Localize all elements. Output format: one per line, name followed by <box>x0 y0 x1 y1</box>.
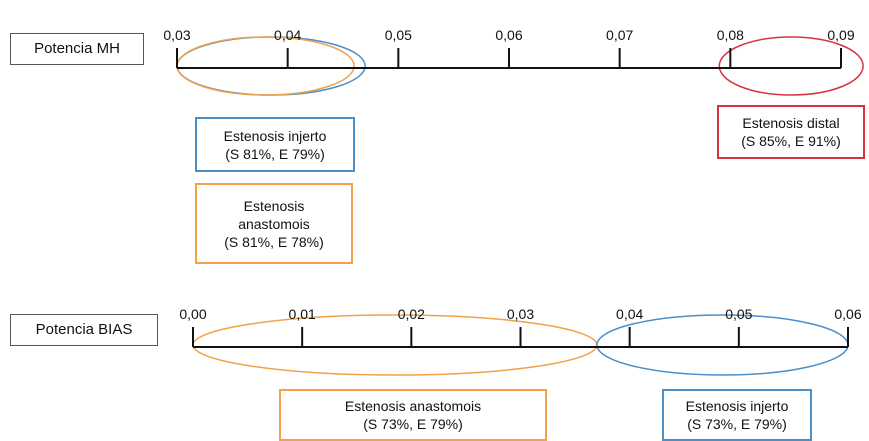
tick-label: 0,07 <box>606 27 633 43</box>
tick-label: 0,04 <box>616 306 643 322</box>
tick-label: 0,01 <box>289 306 316 322</box>
box-estenosis-anastomois-mh: Estenosis anastomois (S 81%, E 78%) <box>195 183 353 264</box>
tick-label: 0,09 <box>827 27 854 43</box>
row-potencia-bias: 0,00 0,01 0,02 0,03 0,04 0,05 0,06 <box>179 306 862 376</box>
tick-label: 0,05 <box>385 27 412 43</box>
row-label-potencia-mh: Potencia MH <box>10 33 144 65</box>
tick-label: 0,03 <box>163 27 190 43</box>
tick-label: 0,04 <box>274 27 301 43</box>
tick-label: 0,08 <box>717 27 744 43</box>
box-estenosis-anastomois-bias: Estenosis anastomois (S 73%, E 79%) <box>279 389 547 441</box>
tick-label: 0,03 <box>507 306 534 322</box>
range-ellipse-orange <box>192 314 598 376</box>
tick-label: 0,06 <box>834 306 861 322</box>
box-estenosis-injerto-bias: Estenosis injerto (S 73%, E 79%) <box>662 389 812 441</box>
range-ellipse-blue <box>176 36 366 96</box>
tick-label: 0,02 <box>398 306 425 322</box>
box-estenosis-injerto-mh: Estenosis injerto (S 81%, E 79%) <box>195 117 355 172</box>
tick-label: 0,00 <box>179 306 206 322</box>
range-ellipse-blue <box>596 314 849 376</box>
row-potencia-mh: 0,03 0,04 0,05 0,06 0,07 0,08 0,09 <box>163 27 864 96</box>
range-ellipse-orange <box>176 36 355 96</box>
tick-label: 0,06 <box>495 27 522 43</box>
box-estenosis-distal-mh: Estenosis distal (S 85%, E 91%) <box>717 105 865 159</box>
tick-label: 0,05 <box>725 306 752 322</box>
row-label-potencia-bias: Potencia BIAS <box>10 314 158 346</box>
range-ellipse-red <box>718 36 864 96</box>
